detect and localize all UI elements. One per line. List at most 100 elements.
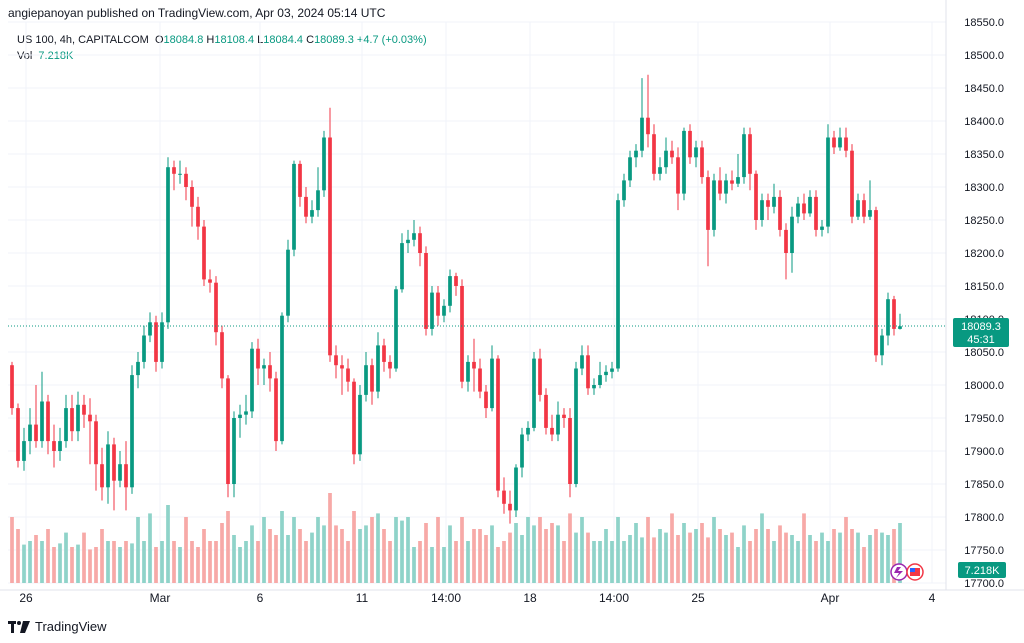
candle-body[interactable] (766, 200, 770, 207)
candle-body[interactable] (292, 163, 296, 250)
candle-body[interactable] (802, 203, 806, 214)
candle-body[interactable] (352, 381, 356, 455)
candle-body[interactable] (652, 134, 656, 174)
candle-body[interactable] (76, 404, 80, 432)
candle-body[interactable] (28, 424, 32, 442)
candle-body[interactable] (208, 279, 212, 283)
candle-body[interactable] (430, 292, 434, 329)
candle-body[interactable] (466, 361, 470, 382)
candle-body[interactable] (346, 368, 350, 382)
candle-body[interactable] (232, 418, 236, 484)
candle-body[interactable] (244, 411, 248, 415)
candle-body[interactable] (796, 203, 800, 217)
candle-body[interactable] (334, 355, 338, 366)
candle-body[interactable] (274, 378, 278, 442)
candle-body[interactable] (64, 408, 68, 442)
event-icons[interactable] (890, 563, 924, 581)
candle-body[interactable] (118, 464, 122, 481)
candle-body[interactable] (280, 315, 284, 442)
candle-body[interactable] (880, 335, 884, 356)
candle-body[interactable] (88, 414, 92, 422)
candle-body[interactable] (772, 196, 776, 207)
candle-body[interactable] (16, 408, 20, 461)
candle-body[interactable] (808, 196, 812, 214)
candle-body[interactable] (544, 394, 548, 428)
candle-body[interactable] (490, 358, 494, 409)
candle-body[interactable] (832, 137, 836, 148)
footer-brand[interactable]: TradingView (8, 619, 107, 634)
candle-body[interactable] (574, 368, 578, 485)
candle-body[interactable] (382, 345, 386, 362)
candle-body[interactable] (436, 292, 440, 316)
candle-body[interactable] (202, 226, 206, 280)
candle-body[interactable] (790, 216, 794, 253)
candle-body[interactable] (844, 137, 848, 151)
candle-body[interactable] (226, 378, 230, 484)
candle-body[interactable] (52, 441, 56, 451)
candle-body[interactable] (454, 276, 458, 286)
candle-body[interactable] (286, 249, 290, 316)
candle-body[interactable] (196, 206, 200, 227)
candle-body[interactable] (190, 187, 194, 207)
candle-body[interactable] (130, 375, 134, 488)
vol-label[interactable]: Vol (17, 50, 33, 62)
candle-body[interactable] (898, 326, 902, 329)
candle-body[interactable] (376, 345, 380, 392)
candle-body[interactable] (478, 368, 482, 392)
candle-body[interactable] (70, 408, 74, 432)
candle-body[interactable] (172, 167, 176, 174)
candle-body[interactable] (484, 391, 488, 409)
candle-body[interactable] (400, 243, 404, 290)
candle-body[interactable] (778, 196, 782, 230)
candle-body[interactable] (100, 464, 104, 488)
candle-body[interactable] (706, 177, 710, 230)
candle-body[interactable] (112, 444, 116, 481)
candle-body[interactable] (22, 441, 26, 461)
candle-body[interactable] (892, 299, 896, 329)
candle-body[interactable] (94, 421, 98, 465)
candle-body[interactable] (418, 233, 422, 253)
candle-body[interactable] (520, 434, 524, 468)
candle-body[interactable] (592, 385, 596, 389)
candle-body[interactable] (658, 167, 662, 174)
symbol-label[interactable]: US 100, 4h, CAPITALCOM (17, 34, 149, 46)
candle-body[interactable] (598, 375, 602, 385)
candle-body[interactable] (700, 147, 704, 178)
candle-body[interactable] (364, 365, 368, 395)
candle-body[interactable] (886, 299, 890, 336)
candle-body[interactable] (838, 137, 842, 148)
candle-body[interactable] (670, 150, 674, 158)
candle-body[interactable] (568, 418, 572, 484)
candle-body[interactable] (388, 361, 392, 369)
candle-body[interactable] (502, 490, 506, 504)
candle-body[interactable] (784, 229, 788, 253)
candle-body[interactable] (616, 200, 620, 369)
candle-body[interactable] (340, 365, 344, 369)
candle-body[interactable] (556, 414, 560, 435)
candle-body[interactable] (760, 200, 764, 220)
candle-body[interactable] (10, 365, 14, 409)
candle-body[interactable] (682, 130, 686, 194)
candle-body[interactable] (640, 117, 644, 151)
candle-body[interactable] (730, 180, 734, 184)
candle-body[interactable] (850, 150, 854, 217)
candle-body[interactable] (106, 444, 110, 488)
candle-body[interactable] (580, 355, 584, 369)
candle-body[interactable] (154, 322, 158, 362)
candle-body[interactable] (496, 358, 500, 491)
candle-body[interactable] (748, 134, 752, 174)
candle-body[interactable] (820, 226, 824, 230)
candle-body[interactable] (442, 305, 446, 316)
candle-body[interactable] (448, 276, 452, 306)
candle-body[interactable] (724, 180, 728, 194)
candle-body[interactable] (550, 427, 554, 435)
candle-body[interactable] (856, 200, 860, 217)
candle-body[interactable] (628, 157, 632, 181)
candle-body[interactable] (646, 117, 650, 135)
candle-body[interactable] (508, 503, 512, 511)
candle-body[interactable] (34, 424, 38, 442)
candle-body[interactable] (136, 361, 140, 376)
candle-body[interactable] (424, 253, 428, 329)
candle-body[interactable] (256, 348, 260, 369)
